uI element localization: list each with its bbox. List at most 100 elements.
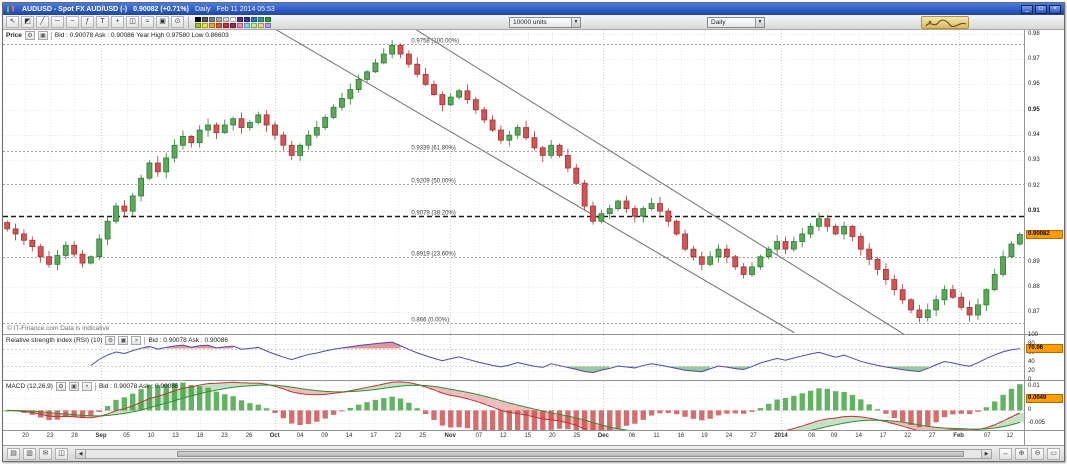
pan-icon[interactable]: ↔ (999, 447, 1012, 460)
candlestick-style-icon[interactable]: ◫ (126, 16, 139, 28)
header-separator (50, 31, 52, 40)
window-title-datetime: Feb 11 2014 05:53 (216, 5, 275, 13)
units-dropdown[interactable]: 10000 units ▼ (509, 17, 581, 28)
rsi-canvas[interactable] (3, 335, 1024, 380)
price-canvas[interactable] (3, 30, 1024, 334)
color-swatch[interactable] (195, 22, 201, 28)
current-macd-tag: 0.0049 (1026, 394, 1063, 404)
close-button[interactable]: × (1049, 4, 1061, 14)
time-label: 04 (296, 433, 304, 439)
time-label: 25 (419, 433, 426, 439)
color-swatch[interactable] (244, 16, 250, 22)
time-axis-labels[interactable]: 20 23 28 Sep 05 10 13 18 23 26 Oct 04 09 14 17 22 25 Nov 0… (3, 431, 1024, 445)
axis-tick: 80 (1028, 341, 1035, 348)
settings-icon[interactable]: ⚙ (24, 31, 35, 40)
macd-canvas[interactable] (3, 381, 1024, 430)
close-icon[interactable]: × (131, 336, 142, 345)
axis-tick: -0.005 (1028, 419, 1046, 426)
axis-tick: 0.98 (1028, 30, 1040, 37)
price-plot[interactable]: Price ⚙ ▣ Bid : 0.90078 Ask : 0.90086 Ye… (3, 30, 1024, 334)
snapshot-icon[interactable]: ▣ (68, 382, 79, 391)
color-swatch[interactable] (251, 22, 257, 28)
fibonacci-tool-icon[interactable]: ƒ (81, 16, 94, 28)
rsi-plot[interactable]: Relative strength index (RSI) (10) ⚙ ▣ ×… (3, 335, 1024, 380)
save-icon[interactable]: ▤ (7, 447, 20, 460)
new-chart-icon[interactable]: ◫ (55, 447, 68, 460)
color-swatch[interactable] (223, 22, 229, 28)
color-swatch[interactable] (258, 16, 264, 22)
axis-tick: 0.94 (1028, 132, 1040, 139)
time-label: 12 (1006, 433, 1014, 439)
zoom-in-icon[interactable]: ⊕ (1015, 447, 1028, 460)
rsi-panel: Relative strength index (RSI) (10) ⚙ ▣ ×… (3, 332, 1064, 383)
macd-plot[interactable]: MACD (12,26,9) ⚙ ▣ × Bid : 0.90078 Ask :… (3, 381, 1024, 430)
time-label: 15 (524, 433, 532, 439)
color-swatch[interactable] (237, 16, 243, 22)
interval-dropdown[interactable]: Daily ▼ (707, 17, 765, 28)
email-icon[interactable]: ✉ (39, 447, 52, 460)
color-swatch[interactable] (258, 22, 264, 28)
color-swatch[interactable] (265, 16, 271, 22)
fit-chart-icon[interactable]: ▭ (1047, 447, 1060, 460)
snapshot-icon[interactable]: ▣ (156, 16, 169, 28)
color-swatch[interactable] (216, 22, 222, 28)
chart-scrollbar[interactable]: ◀ ▶ (75, 448, 992, 459)
freehand-tool-icon[interactable]: ~ (66, 16, 79, 28)
time-label: 23 (221, 433, 228, 439)
header-separator (94, 382, 96, 391)
snapshot-icon[interactable]: ▣ (118, 336, 129, 345)
scroll-left-arrow[interactable]: ◀ (76, 449, 86, 458)
drawing-toolbar: ↖ ◩ ╱ ─ ~ ƒ T + ◫ ≈ ▣ ⊙ 10000 units ▼ Daily ▼ (3, 15, 1064, 30)
axis-tick: 0.91 (1028, 208, 1040, 215)
color-swatch[interactable] (202, 22, 208, 28)
indicator-icon[interactable]: ≈ (141, 16, 154, 28)
color-swatch[interactable] (230, 22, 236, 28)
eraser-tool-icon[interactable]: ◩ (21, 16, 34, 28)
price-axis[interactable]: 0.90082 0.98 0.97 0.96 0.95 0.94 0.93 0.92 0.91… (1024, 30, 1064, 334)
axis-tick: 0.93 (1028, 157, 1040, 164)
zoom-tool-icon[interactable]: ⊙ (171, 16, 184, 28)
time-label: 27 (750, 433, 757, 439)
trendline-tool-icon[interactable]: ╱ (36, 16, 49, 28)
time-label: Dec (597, 433, 609, 439)
color-swatch[interactable] (202, 16, 208, 22)
color-swatch[interactable] (209, 16, 215, 22)
time-label: 11 (653, 433, 660, 439)
time-label: 2014 (774, 433, 788, 439)
pointer-tool-icon[interactable]: ↖ (6, 16, 19, 28)
minimize-button[interactable]: _ (1021, 4, 1033, 14)
text-tool-icon[interactable]: T (96, 16, 109, 28)
maximize-button[interactable]: □ (1035, 4, 1047, 14)
header-separator (144, 336, 146, 345)
toolbar-separator (188, 16, 189, 28)
macd-panel-header: MACD (12,26,9) ⚙ ▣ × Bid : 0.90078 Ask :… (6, 382, 178, 391)
time-label: 07 (475, 433, 483, 439)
time-label: 09 (321, 433, 328, 439)
time-label: 07 (983, 433, 991, 439)
axis-tick: 0.88 (1028, 284, 1040, 291)
rsi-axis[interactable]: 70.06 100806040200 (1024, 332, 1064, 383)
color-swatch[interactable] (230, 16, 236, 22)
print-icon[interactable]: ▥ (23, 447, 36, 460)
time-label: 14 (345, 433, 353, 439)
snapshot-icon[interactable]: ▣ (37, 31, 48, 40)
scroll-right-arrow[interactable]: ▶ (981, 449, 991, 458)
crosshair-tool-icon[interactable]: + (111, 16, 124, 28)
scrollbar-thumb[interactable] (176, 450, 964, 457)
close-icon[interactable]: × (81, 382, 92, 391)
color-swatch[interactable] (237, 22, 243, 28)
color-swatch[interactable] (216, 16, 222, 22)
settings-icon[interactable]: ⚙ (105, 336, 116, 345)
window-buttons: _ □ × (1021, 4, 1061, 14)
zoom-out-icon[interactable]: ⊖ (1031, 447, 1044, 460)
color-swatch[interactable] (209, 22, 215, 28)
macd-axis[interactable]: 0.0049 0.010.0050-0.005 (1024, 381, 1064, 430)
macd-panel: MACD (12,26,9) ⚙ ▣ × Bid : 0.90078 Ask :… (3, 381, 1064, 431)
horizontal-line-tool-icon[interactable]: ─ (51, 16, 64, 28)
color-swatch[interactable] (195, 16, 201, 22)
color-swatch[interactable] (244, 22, 250, 28)
color-swatch[interactable] (265, 22, 271, 28)
color-swatch[interactable] (251, 16, 257, 22)
settings-icon[interactable]: ⚙ (55, 382, 66, 391)
color-swatch[interactable] (223, 16, 229, 22)
